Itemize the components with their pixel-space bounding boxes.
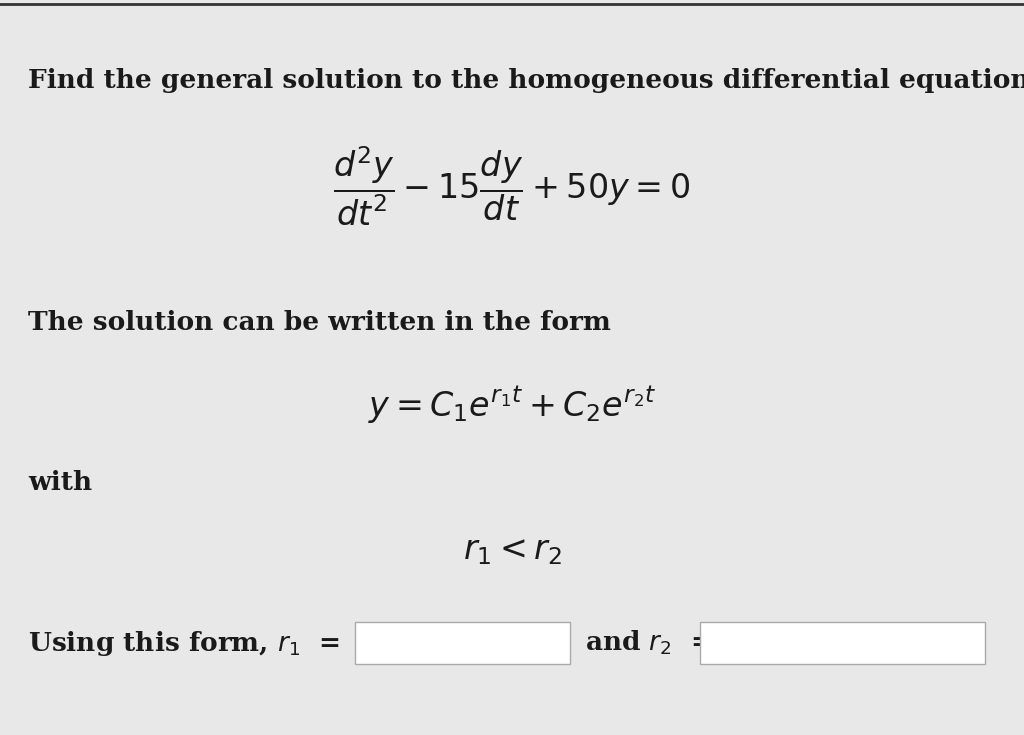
Text: $\dfrac{d^2y}{dt^2} - 15\dfrac{dy}{dt} + 50y = 0$: $\dfrac{d^2y}{dt^2} - 15\dfrac{dy}{dt} +…: [334, 145, 690, 228]
Text: Find the general solution to the homogeneous differential equation: Find the general solution to the homogen…: [28, 68, 1024, 93]
Text: $y = C_1 e^{r_1 t} + C_2 e^{r_2 t}$: $y = C_1 e^{r_1 t} + C_2 e^{r_2 t}$: [368, 385, 656, 426]
Text: and $r_2$  =: and $r_2$ =: [585, 628, 712, 657]
FancyBboxPatch shape: [700, 622, 985, 664]
Text: Using this form, $r_1$  =: Using this form, $r_1$ =: [28, 628, 340, 658]
Text: $r_1 < r_2$: $r_1 < r_2$: [463, 535, 561, 567]
Text: The solution can be written in the form: The solution can be written in the form: [28, 310, 611, 335]
Text: with: with: [28, 470, 92, 495]
FancyBboxPatch shape: [355, 622, 570, 664]
